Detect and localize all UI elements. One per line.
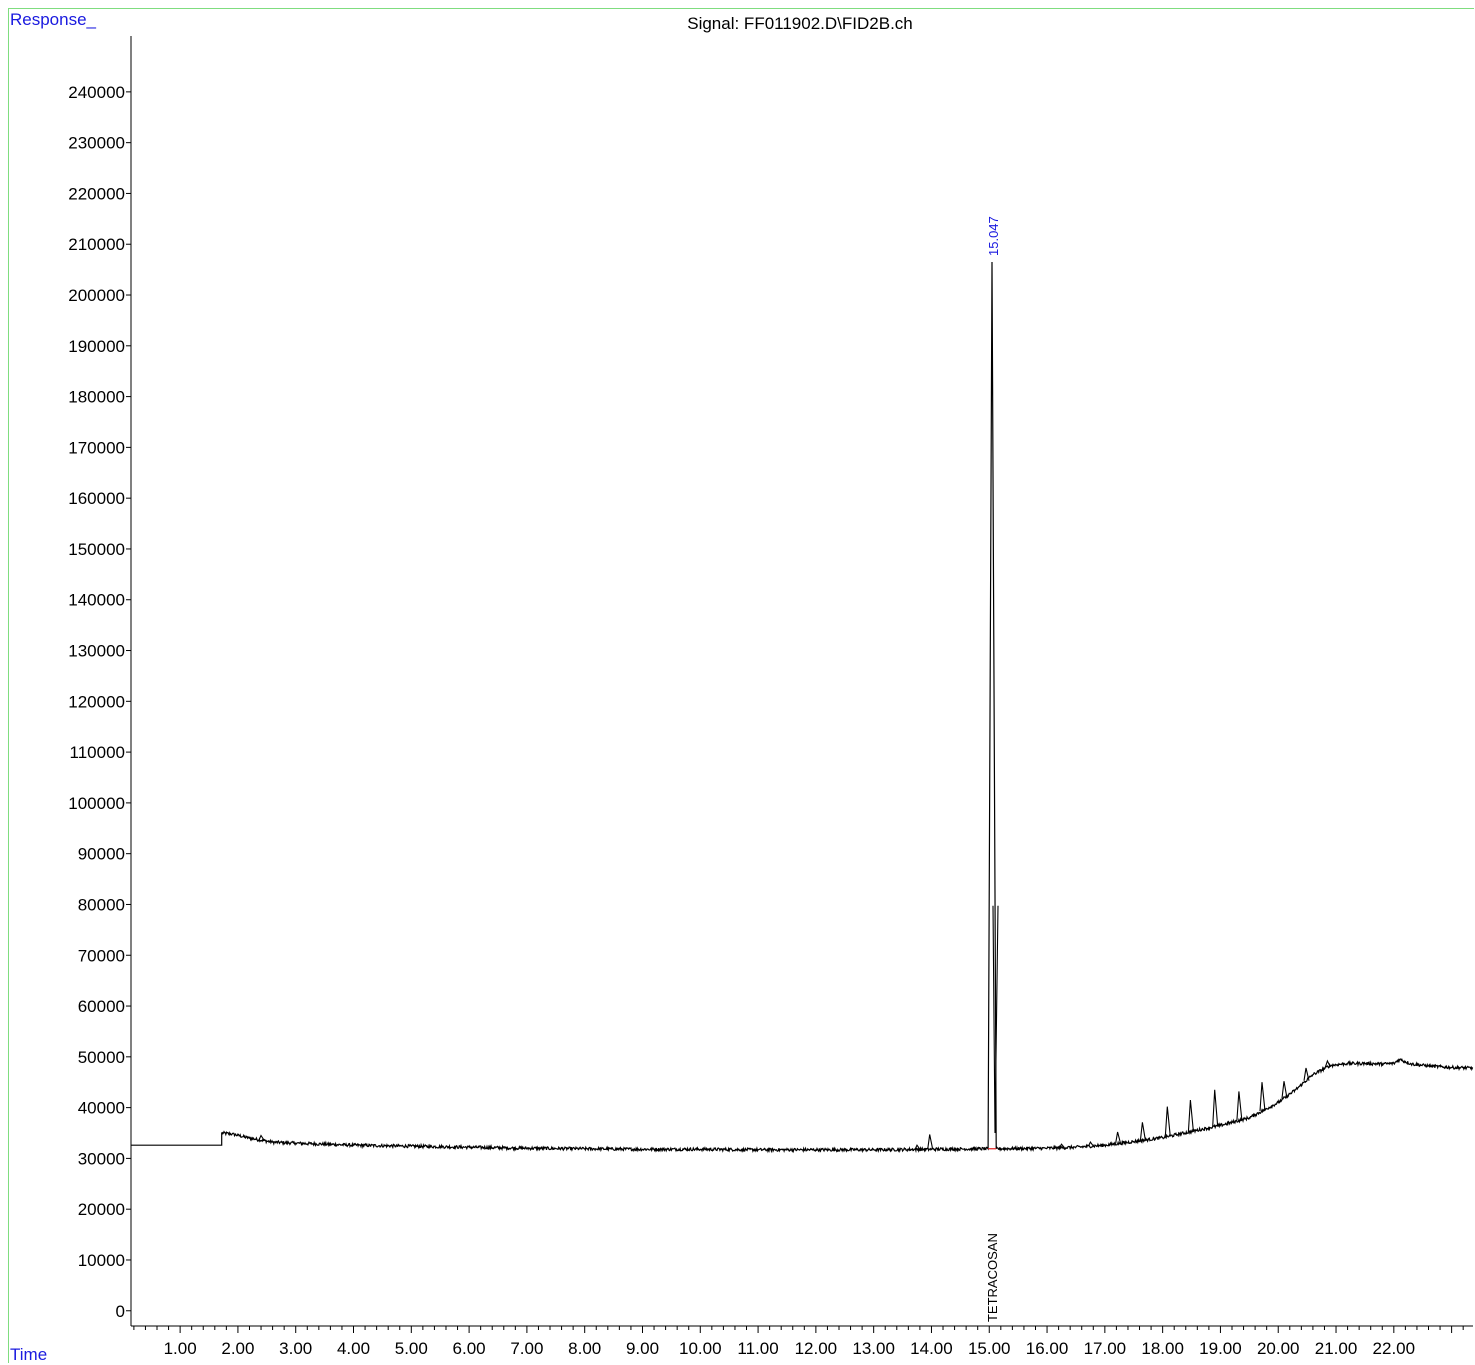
peak [1324, 1059, 1331, 1068]
x-tick-label: 3.00 [279, 1339, 312, 1358]
y-tick-label: 240000 [68, 83, 125, 102]
peak [1187, 1099, 1194, 1132]
y-ticks: 0 10000 20000 30000 40000 50000 60000 70000 8000… [68, 83, 131, 1321]
trace-group [131, 261, 1474, 1154]
x-tick-label: 11.00 [737, 1339, 778, 1358]
y-tick-label: 230000 [68, 134, 125, 153]
peak [1087, 1141, 1094, 1147]
y-tick-label: 140000 [68, 591, 125, 610]
peak [258, 1134, 265, 1141]
x-tick-label: 19.00 [1199, 1339, 1242, 1358]
x-axis-label: Time [10, 1345, 48, 1364]
x-tick-label: 10.00 [679, 1339, 722, 1358]
x-tick-label: 13.00 [852, 1339, 895, 1358]
x-tick-label: 6.00 [453, 1339, 486, 1358]
peak [1236, 1091, 1243, 1121]
y-tick-label: 130000 [68, 642, 125, 661]
y-tick-label: 30000 [78, 1149, 125, 1168]
x-tick-label: 9.00 [626, 1339, 659, 1358]
y-tick-label: 160000 [68, 489, 125, 508]
peak [1164, 1106, 1171, 1137]
y-tick-label: 10000 [78, 1251, 125, 1270]
compound-label: TETRACOSAN [985, 1233, 1000, 1322]
x-tick-label: 12.00 [795, 1339, 838, 1358]
y-tick-label: 20000 [78, 1200, 125, 1219]
y-tick-label: 220000 [68, 184, 125, 203]
y-tick-label: 80000 [78, 895, 125, 914]
y-tick-label: 190000 [68, 337, 125, 356]
y-tick-label: 150000 [68, 540, 125, 559]
x-tick-label: 7.00 [510, 1339, 543, 1358]
y-tick-label: 0 [116, 1302, 125, 1321]
y-tick-label: 60000 [78, 997, 125, 1016]
x-tick-label: 8.00 [568, 1339, 601, 1358]
y-tick-label: 170000 [68, 438, 125, 457]
chromatogram-trace [131, 261, 1474, 1154]
axes [130, 36, 1473, 1327]
peak [992, 905, 999, 1134]
x-tick-label: 4.00 [337, 1339, 370, 1358]
x-tick-label: 20.00 [1257, 1339, 1300, 1358]
plot-frame [8, 8, 1474, 1363]
y-axis-label: Response_ [10, 10, 97, 29]
x-tick-label: 5.00 [395, 1339, 428, 1358]
x-tick-label: 17.00 [1084, 1339, 1127, 1358]
y-tick-label: 50000 [78, 1048, 125, 1067]
peak [1115, 1131, 1122, 1144]
peak [1303, 1067, 1310, 1081]
y-tick-label: 120000 [68, 692, 125, 711]
peak [914, 1144, 921, 1150]
x-tick-label: 15.00 [968, 1339, 1011, 1358]
peak-rt-label: 15.047 [986, 216, 1001, 256]
peak [1212, 1089, 1219, 1127]
peak [1059, 1143, 1065, 1149]
peak [1281, 1081, 1288, 1099]
x-tick-label: 22.00 [1373, 1339, 1416, 1358]
y-tick-label: 100000 [68, 794, 125, 813]
x-tick-label: 21.00 [1315, 1339, 1358, 1358]
peak [927, 1134, 934, 1150]
y-tick-label: 40000 [78, 1099, 125, 1118]
peak [1259, 1082, 1266, 1112]
y-tick-label: 70000 [78, 946, 125, 965]
peak [1139, 1122, 1146, 1141]
y-tick-label: 200000 [68, 286, 125, 305]
annotations: 15.047 TETRACOSAN [985, 216, 1001, 1322]
x-tick-label: 16.00 [1026, 1339, 1069, 1358]
x-tick-label: 18.00 [1141, 1339, 1184, 1358]
y-tick-label: 180000 [68, 388, 125, 407]
x-tick-label: 1.00 [164, 1339, 197, 1358]
y-tick-label: 90000 [78, 845, 125, 864]
x-tick-label: 2.00 [221, 1339, 254, 1358]
x-tick-label: 14.00 [910, 1339, 953, 1358]
chart-title: Signal: FF011902.D\FID2B.ch [687, 14, 913, 33]
y-tick-label: 210000 [68, 235, 125, 254]
y-tick-label: 110000 [70, 743, 125, 762]
x-ticks: 1.00 2.00 3.00 4.00 5.00 6.00 7.00 8.00 9.00 10.0… [133, 1326, 1464, 1358]
